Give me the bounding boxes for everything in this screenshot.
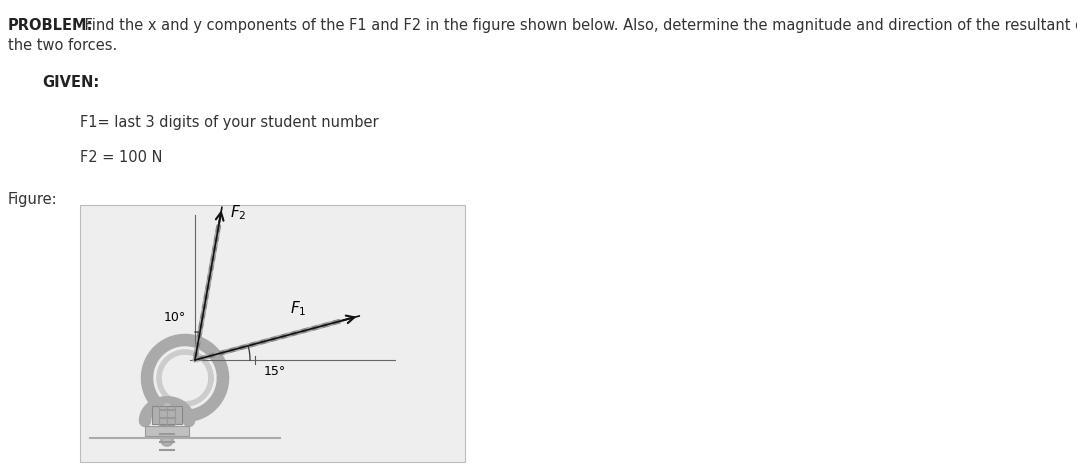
Text: F2 = 100 N: F2 = 100 N — [80, 150, 163, 165]
FancyBboxPatch shape — [80, 205, 465, 462]
Text: Find the x and y components of the F1 and F2 in the figure shown below. Also, de: Find the x and y components of the F1 an… — [80, 18, 1077, 33]
Text: Figure:: Figure: — [8, 192, 58, 207]
Text: 10°: 10° — [164, 311, 186, 324]
Bar — [152, 406, 182, 424]
Text: 15°: 15° — [264, 365, 286, 378]
Text: the two forces.: the two forces. — [8, 38, 117, 53]
Text: $F_2$: $F_2$ — [229, 203, 247, 222]
Text: $F_1$: $F_1$ — [291, 299, 307, 318]
Bar — [145, 426, 188, 436]
Text: GIVEN:: GIVEN: — [42, 75, 99, 90]
Text: F1= last 3 digits of your student number: F1= last 3 digits of your student number — [80, 115, 379, 130]
Text: PROBLEM:: PROBLEM: — [8, 18, 94, 33]
